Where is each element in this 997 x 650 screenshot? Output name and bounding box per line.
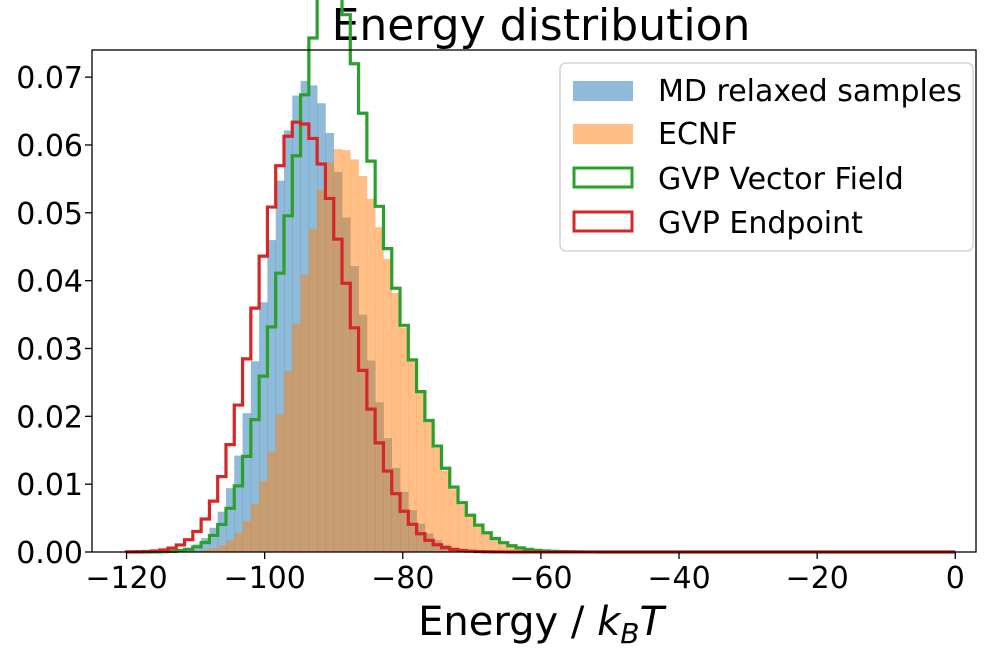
ecnf-bar [391,292,401,552]
legend-label-gvp-endpoint: GVP Endpoint [658,206,863,241]
ecnf-bar [209,548,218,552]
legend-swatch-md [573,81,633,101]
ecnf-bar [458,504,467,552]
ecnf-bar [242,521,252,552]
legend-swatch-gvp-endpoint [572,210,634,233]
x-axis-label-subscript: B [620,617,639,650]
ecnf-bar [433,448,442,552]
ecnf-bar [449,489,459,552]
legend-label-ecnf: ECNF [658,117,738,152]
ecnf-bar [201,550,210,552]
x-tick-label: −40 [647,561,710,596]
ecnf-bar [358,175,368,553]
ecnf-bar [408,361,417,552]
y-tick-label: 0.02 [16,400,83,435]
md-relaxed-samples-bar [201,538,210,552]
ecnf-bar [250,504,260,552]
ecnf-bar [292,323,301,552]
ecnf-bar [234,532,243,552]
md-relaxed-samples-bar [267,240,277,553]
ecnf-bar [333,149,343,552]
y-tick-label: 0.00 [16,536,83,571]
x-axis-label-t: T [639,599,667,645]
ecnf-bar [474,526,484,552]
ecnf-bar [491,539,500,552]
md-relaxed-samples-bar [217,511,227,552]
ecnf-bar [259,481,268,552]
x-tick-label: −120 [85,561,167,596]
ecnf-bar [283,371,293,552]
ecnf-bar [466,517,475,552]
x-tick-label: 0 [946,561,965,596]
legend-label-gvp-vector-field: GVP Vector Field [658,162,904,197]
ecnf-bar [225,540,235,552]
ecnf-bar [350,159,359,552]
md-relaxed-samples-bar [250,361,260,552]
ecnf-bar [416,392,426,552]
ecnf-bar [275,414,285,552]
chart-title: Energy distribution [332,0,751,51]
md-relaxed-samples-bar [209,527,218,552]
md-relaxed-samples-bar [259,302,268,552]
ecnf-bar [325,162,335,552]
ecnf-bar [317,190,326,552]
ecnf-bar [507,546,517,552]
ecnf-bar [499,543,509,552]
x-axis: −120 −100 −80 −60 −40 −20 0 [85,552,965,596]
y-tick-label: 0.05 [16,197,83,232]
ecnf-bar [383,258,393,552]
legend-swatch-ecnf [573,124,633,144]
md-relaxed-samples-bar [225,488,235,552]
ecnf-bar [482,534,492,552]
legend-swatch-gvp-vector-field [572,166,634,189]
md-relaxed-samples-bar [234,455,243,552]
ecnf-bar [441,470,451,552]
y-tick-label: 0.04 [16,265,83,300]
y-tick-label: 0.01 [16,468,83,503]
ecnf-bar [375,227,384,553]
x-axis-label: Energy / kBT [418,599,667,650]
x-axis-label-k: k [597,599,622,645]
legend-box [559,62,974,252]
y-tick-label: 0.06 [16,129,83,164]
x-axis-label-prefix: Energy / [418,599,597,645]
ecnf-bar [308,228,318,553]
y-axis: 0.00 0.01 0.02 0.03 0.04 0.05 0.06 0.07 [16,61,92,571]
ecnf-bar [342,150,351,552]
md-relaxed-samples-bar [275,180,285,552]
ecnf-bar [424,422,434,552]
histogram-layer [151,80,575,553]
md-relaxed-samples-bar [242,413,252,552]
legend: MD relaxed samples ECNF GVP Vector Field… [559,62,974,252]
ecnf-bar [217,545,227,552]
x-tick-label: −80 [371,561,434,596]
md-relaxed-samples-bar [283,130,293,552]
x-tick-label: −20 [786,561,849,596]
ecnf-bar [366,198,376,553]
ecnf-bar [267,451,277,552]
ecnf-bar [516,548,525,552]
plot-frame [91,49,977,553]
ecnf-bar [300,274,310,552]
ecnf-bar [400,327,409,552]
legend-label-md: MD relaxed samples [658,74,962,109]
y-tick-label: 0.07 [16,61,83,96]
y-tick-label: 0.03 [16,332,83,367]
x-tick-label: −100 [223,561,305,596]
x-tick-label: −60 [509,561,572,596]
